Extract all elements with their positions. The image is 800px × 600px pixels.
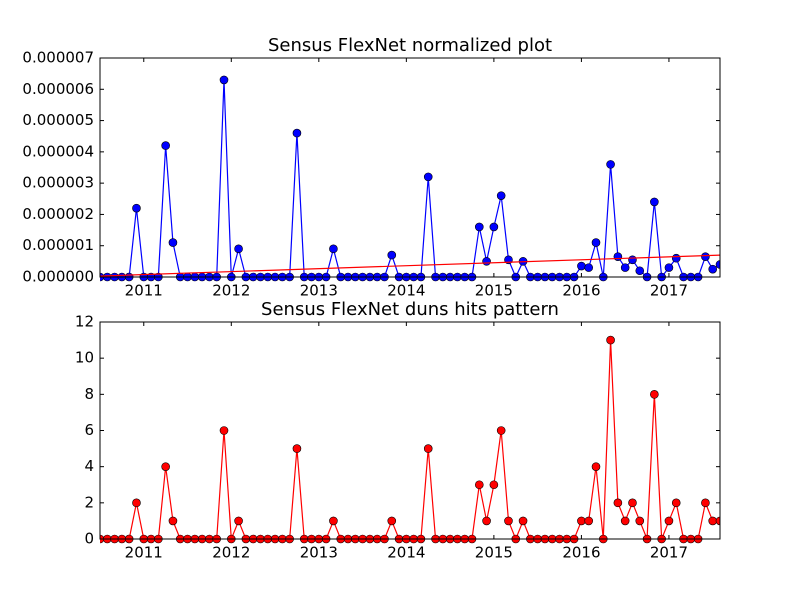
data-point [132, 498, 141, 508]
x-tick-label: 2015 [475, 544, 513, 562]
data-point [635, 516, 645, 526]
trend-line [100, 254, 720, 277]
data-point [504, 516, 513, 526]
x-tick-label: 2012 [212, 282, 250, 300]
data-point [613, 252, 623, 261]
data-point [650, 197, 659, 207]
x-tick-label: 2015 [475, 282, 513, 300]
y-tick-label: 10 [75, 349, 94, 367]
data-point [701, 498, 710, 508]
data-point [234, 244, 243, 254]
data-point [591, 462, 601, 471]
data-point [715, 516, 720, 526]
data-point [132, 203, 141, 213]
data-point [584, 263, 594, 272]
chart-title: Sensus FlexNet duns hits pattern [261, 299, 559, 320]
x-tick-label: 2014 [387, 282, 425, 300]
y-tick-label: 0.000007 [22, 49, 94, 67]
y-tick-label: 12 [75, 313, 94, 331]
x-tick-label: 2013 [300, 282, 338, 300]
y-tick-label: 0.000003 [22, 174, 94, 192]
data-point [161, 141, 170, 150]
data-point [496, 191, 506, 200]
x-tick-label: 2017 [650, 282, 688, 300]
y-tick-label: 0.000001 [22, 236, 94, 254]
data-point [591, 238, 601, 247]
data-point [329, 516, 338, 526]
x-tick-label: 2011 [125, 282, 163, 300]
data-point [489, 222, 499, 232]
data-point [168, 516, 178, 526]
data-point [620, 263, 630, 272]
data-point [664, 263, 674, 272]
data-point [161, 462, 170, 471]
data-point [234, 516, 243, 526]
y-tick-label: 6 [84, 421, 94, 439]
plot-area [100, 322, 720, 539]
data-point [474, 222, 484, 232]
data-point [496, 426, 506, 435]
axes-frame [99, 57, 721, 278]
axes-frame [99, 321, 721, 540]
data-point [577, 261, 586, 271]
data-point [219, 426, 229, 435]
data-point [482, 257, 491, 266]
data-point [489, 480, 499, 490]
data-point [620, 516, 630, 526]
x-tick-label: 2016 [562, 282, 600, 300]
data-point [701, 252, 710, 261]
data-point [423, 172, 433, 182]
data-point [671, 498, 681, 508]
x-tick-label: 2017 [650, 544, 688, 562]
y-tick-label: 4 [84, 457, 94, 475]
data-point [708, 264, 718, 274]
data-point [474, 480, 484, 490]
x-tick-label: 2013 [300, 544, 338, 562]
data-point [708, 516, 718, 526]
data-point [518, 516, 528, 526]
y-tick-label: 0.000005 [22, 111, 94, 129]
data-point [292, 444, 302, 453]
data-point [613, 498, 623, 508]
data-point [635, 266, 645, 276]
data-point [671, 253, 681, 263]
y-tick-label: 2 [84, 493, 94, 511]
data-point [219, 75, 229, 85]
y-tick-label: 0.000002 [22, 205, 94, 223]
data-point [577, 516, 586, 526]
y-tick-label: 0.000006 [22, 80, 94, 98]
data-point [387, 250, 397, 260]
data-point [628, 255, 637, 265]
data-point [168, 238, 178, 247]
plot-area [100, 58, 720, 277]
data-point [329, 244, 338, 254]
data-point [606, 335, 615, 345]
x-tick-label: 2016 [562, 544, 600, 562]
data-point [482, 516, 491, 526]
y-tick-label: 8 [84, 385, 94, 403]
data-point [650, 390, 659, 399]
y-tick-label: 0 [84, 530, 94, 548]
data-point [606, 160, 615, 169]
data-point [584, 516, 594, 526]
data-point [423, 444, 433, 453]
data-point [387, 516, 397, 526]
data-point [664, 516, 674, 526]
chart-title: Sensus FlexNet normalized plot [268, 35, 552, 56]
data-point [292, 128, 302, 138]
y-tick-label: 0.000004 [22, 142, 94, 160]
x-tick-label: 2014 [387, 544, 425, 562]
data-point [628, 498, 637, 508]
x-tick-label: 2012 [212, 544, 250, 562]
data-point [715, 260, 720, 269]
y-tick-label: 0.000000 [22, 268, 94, 286]
x-tick-label: 2011 [125, 544, 163, 562]
